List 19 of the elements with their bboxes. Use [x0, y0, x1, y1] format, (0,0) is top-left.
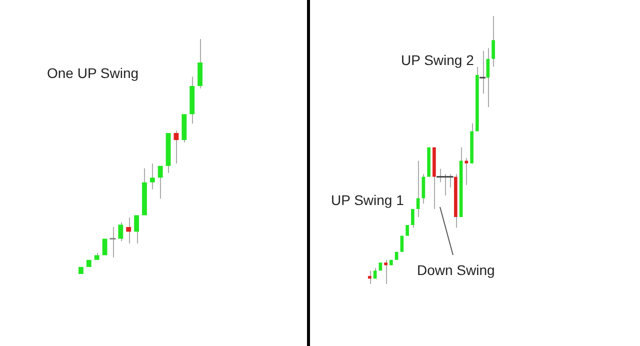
candlestick — [416, 160, 420, 218]
candlestick — [134, 214, 139, 244]
candlestick — [118, 222, 124, 242]
candlestick — [198, 38, 202, 89]
candlestick — [411, 208, 414, 228]
candlestick — [158, 165, 163, 200]
annotation: One UP Swing — [47, 65, 139, 81]
candlestick — [400, 235, 404, 252]
candlestick — [492, 16, 495, 68]
candlestick — [174, 130, 179, 164]
annotation: UP Swing 1 — [331, 192, 404, 208]
annotation: Down Swing — [417, 262, 495, 278]
candlestick — [150, 163, 155, 190]
candlestick — [406, 224, 409, 236]
candlestick — [368, 270, 372, 284]
annotation: UP Swing 2 — [401, 52, 474, 68]
candlestick — [384, 259, 388, 284]
candlestick — [126, 217, 132, 244]
candlestick — [464, 158, 468, 186]
